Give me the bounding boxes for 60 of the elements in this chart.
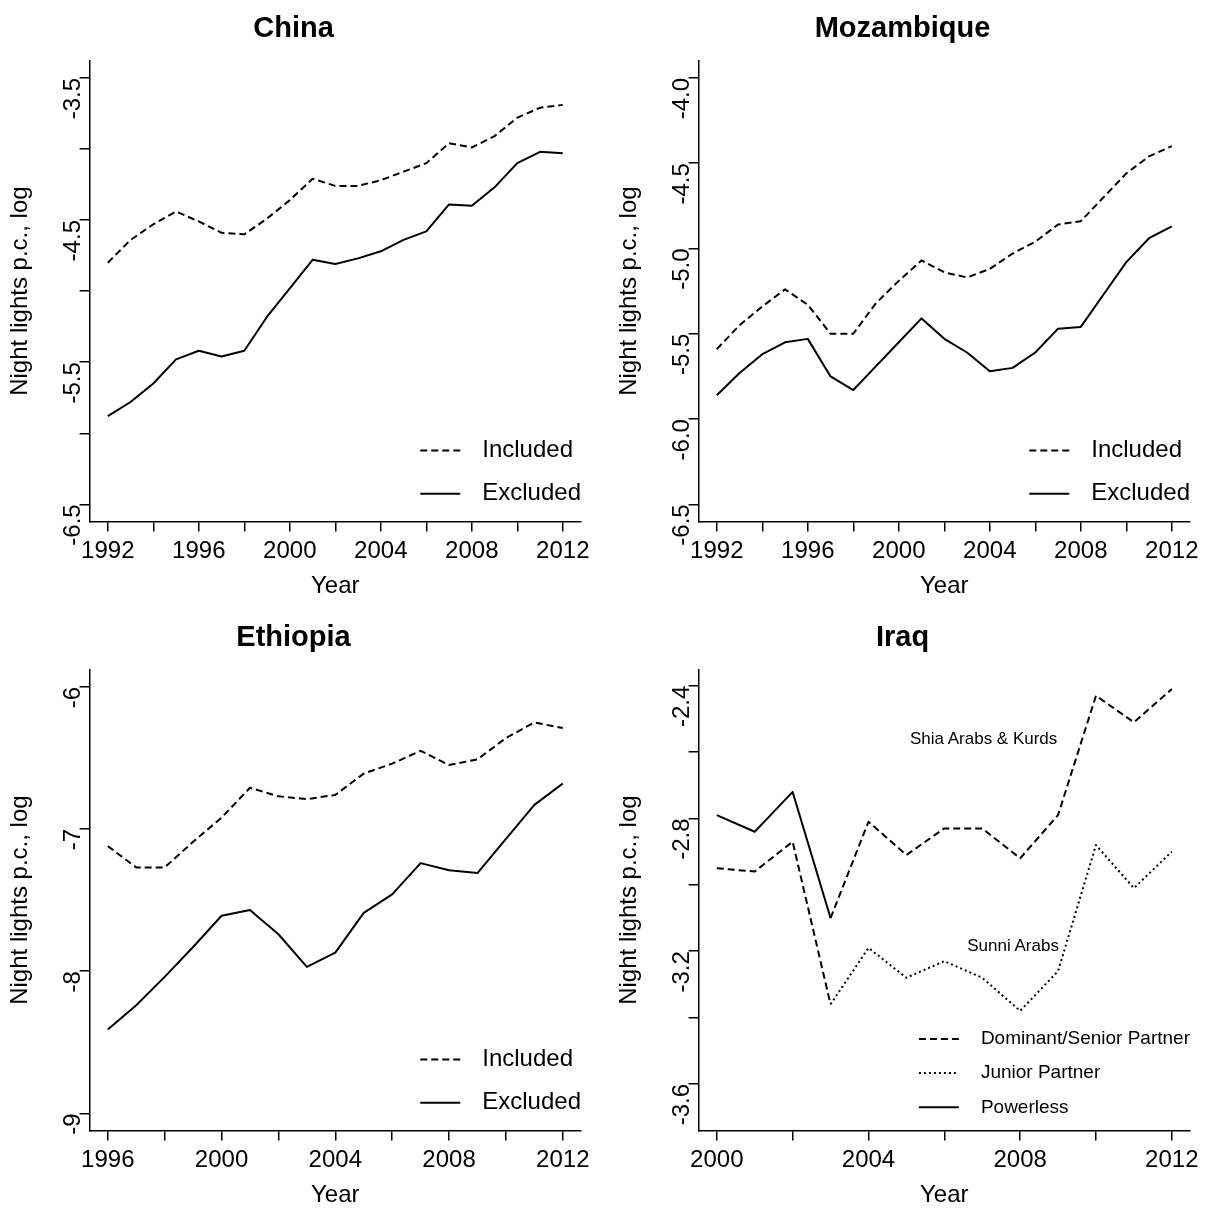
x-tick-label: 2000 [690,1145,744,1173]
x-axis-title: Year [311,571,360,599]
legend-label: Junior Partner [980,1061,1101,1083]
annotation: Sunni Arabs [967,935,1059,955]
x-tick-label: 2000 [263,536,317,564]
y-axis-title: Night lights p.c., log [5,795,33,1005]
x-tick-label: 1992 [81,536,135,564]
y-tick-label: -5.0 [667,248,695,290]
x-axis-title: Year [920,1180,969,1208]
chart-title: China [253,11,335,44]
x-tick-label: 1996 [81,1145,135,1173]
y-tick-label: -5.5 [667,333,695,376]
y-tick-label: -6 [58,686,86,709]
x-tick-label: 2000 [194,1145,249,1173]
x-tick-label: 2008 [993,1145,1047,1173]
y-tick-label: -3.5 [58,77,86,120]
x-tick-label: 2004 [308,1145,362,1173]
y-tick-label: -4.0 [667,77,695,120]
legend-label: Excluded [482,1087,581,1115]
y-tick-label: -3.2 [667,951,695,993]
y-tick-label: -9 [58,1113,86,1135]
annotation: Shia Arabs & Kurds [909,728,1058,748]
x-tick-label: 2004 [354,536,408,564]
y-axis-title: Night lights p.c., log [614,795,642,1005]
x-tick-label: 1996 [781,536,835,564]
x-tick-label: 2004 [963,536,1017,564]
y-tick-label: -2.8 [667,818,695,860]
legend-label: Included [482,1044,574,1072]
legend-label: Dominant/Senior Partner [980,1027,1191,1049]
x-axis-title: Year [311,1180,360,1208]
chart-title: Iraq [875,620,930,653]
x-tick-label: 2012 [536,536,590,564]
x-tick-label: 2008 [1054,536,1108,564]
x-tick-label: 2012 [1145,536,1199,564]
x-tick-label: 2008 [445,536,499,564]
y-tick-label: -6.0 [667,419,695,461]
y-tick-label: -2.4 [667,685,695,728]
legend-label: Excluded [1091,478,1190,506]
x-axis-title: Year [920,571,969,599]
x-tick-label: 2012 [1145,1145,1199,1173]
legend-label: Powerless [980,1095,1069,1117]
legend-label: Excluded [482,478,581,506]
x-tick-label: 2008 [422,1145,476,1173]
y-tick-label: -5.5 [58,362,86,404]
x-tick-label: 1996 [172,536,226,564]
legend-label: Included [1091,435,1183,463]
y-tick-label: -8 [58,971,86,993]
x-tick-label: 2004 [841,1145,896,1173]
chart-title: Ethiopia [236,620,352,653]
y-axis-title: Night lights p.c., log [5,186,33,396]
chart-title: Mozambique [814,11,991,44]
x-tick-label: 2000 [872,536,926,564]
x-tick-label: 2012 [536,1145,590,1173]
y-axis-title: Night lights p.c., log [614,186,642,396]
legend-label: Included [482,435,574,463]
x-tick-label: 1992 [690,536,744,564]
y-tick-label: -4.5 [667,163,695,205]
y-tick-label: -4.5 [58,220,86,262]
y-tick-label: -7 [58,829,86,851]
y-tick-label: -3.6 [667,1083,695,1126]
